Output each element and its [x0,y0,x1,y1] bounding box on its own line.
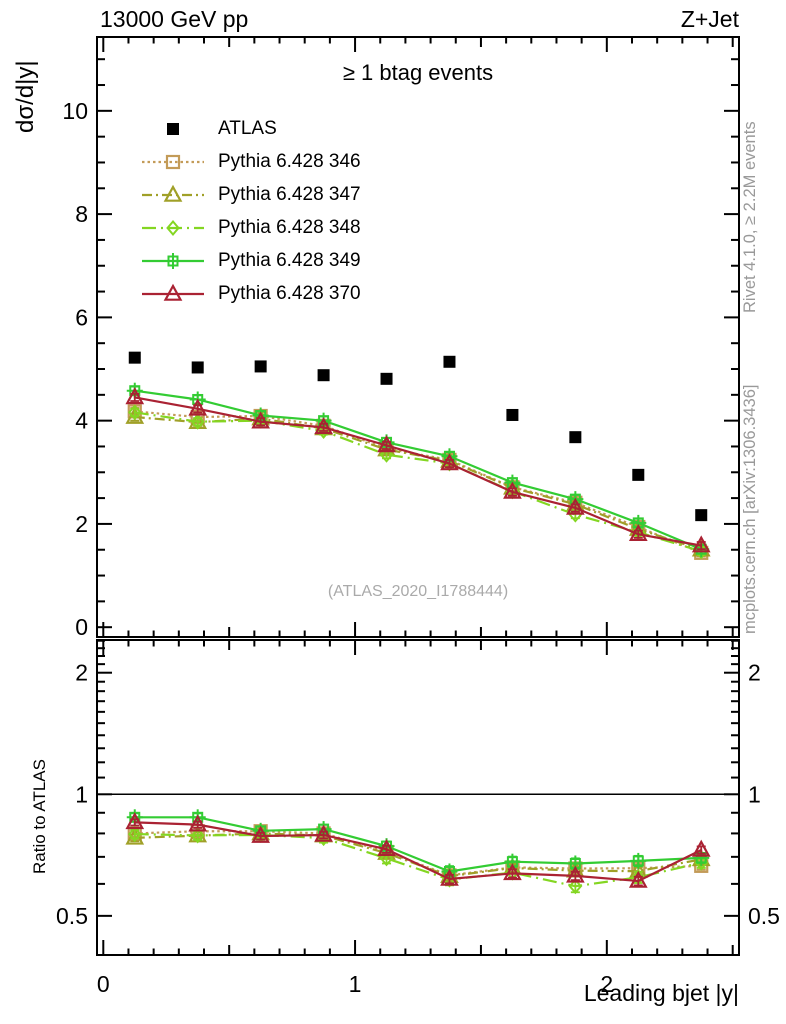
svg-text:0: 0 [97,971,110,997]
svg-text:1: 1 [748,781,761,807]
legend-label: Pythia 6.428 347 [218,183,361,205]
legend-item-pythia-349: Pythia 6.428 349 [141,244,361,277]
legend-marker-pythia-348 [142,219,204,236]
svg-text:0.5: 0.5 [56,903,88,929]
svg-text:2: 2 [600,971,613,997]
svg-text:1: 1 [349,971,362,997]
svg-text:6: 6 [75,304,88,330]
legend-label: Pythia 6.428 370 [218,282,361,304]
legend-label: Pythia 6.428 348 [218,216,361,238]
legend-marker-pythia-346 [142,154,204,169]
legend-item-pythia-370: Pythia 6.428 370 [141,277,361,310]
legend-label: Pythia 6.428 349 [218,249,361,271]
analysis-watermark: (ATLAS_2020_I1788444) [327,583,509,600]
legend-item-pythia-348: Pythia 6.428 348 [141,211,361,244]
legend: ATLAS Pythia 6.428 346 Pythia 6.428 347 … [141,112,361,310]
legend-marker-atlas [167,122,179,135]
svg-text:0: 0 [75,614,88,640]
legend-item-pythia-347: Pythia 6.428 347 [141,178,361,211]
svg-text:2: 2 [75,511,88,537]
legend-marker-pythia-370 [142,283,204,301]
legend-label: ATLAS [218,117,277,139]
header-collision-energy: 13000 GeV pp [100,6,249,32]
legend-marker-pythia-349 [142,252,204,269]
svg-text:10: 10 [62,98,88,124]
legend-item-pythia-346: Pythia 6.428 346 [141,145,361,178]
svg-text:1: 1 [75,781,88,807]
svg-text:2: 2 [75,660,88,686]
svg-text:0.5: 0.5 [748,903,780,929]
svg-text:2: 2 [748,660,761,686]
svg-text:4: 4 [75,408,88,434]
legend-label: Pythia 6.428 346 [218,150,361,172]
legend-marker-pythia-347 [142,184,204,202]
legend-item-atlas: ATLAS [141,112,361,145]
svg-text:8: 8 [75,201,88,227]
observable-title: ≥ 1 btag events [342,60,494,85]
x-axis-label: Leading bjet |y| [583,980,739,1006]
header-process: Z+Jet [680,6,739,32]
